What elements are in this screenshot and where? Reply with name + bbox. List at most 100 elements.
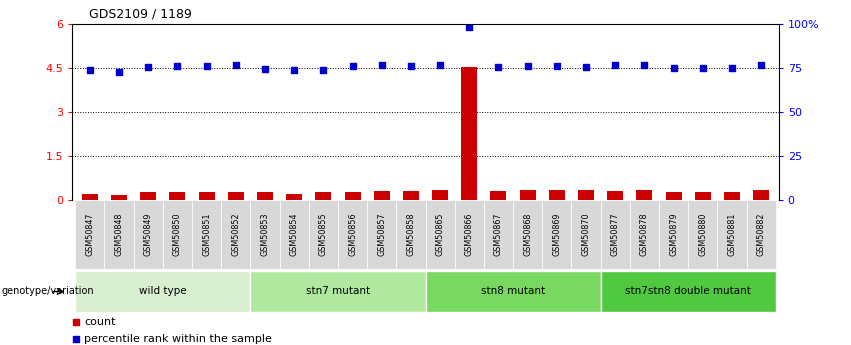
Bar xyxy=(549,190,565,200)
Text: GSM50880: GSM50880 xyxy=(699,213,707,256)
Bar xyxy=(140,193,157,200)
Point xyxy=(404,63,418,69)
Text: GSM50848: GSM50848 xyxy=(115,213,123,256)
Point xyxy=(170,63,184,69)
Bar xyxy=(490,191,506,200)
Text: GSM50858: GSM50858 xyxy=(407,213,415,256)
Text: stn7stn8 double mutant: stn7stn8 double mutant xyxy=(625,286,751,296)
Point xyxy=(375,63,389,68)
Bar xyxy=(484,200,513,269)
Point xyxy=(258,66,271,71)
Bar xyxy=(309,200,338,269)
Bar xyxy=(432,190,448,200)
Point xyxy=(521,63,534,69)
Bar xyxy=(75,200,105,269)
Bar xyxy=(601,271,776,312)
Bar xyxy=(163,200,192,269)
Bar xyxy=(374,191,390,200)
Bar xyxy=(542,200,571,269)
Point xyxy=(696,65,710,71)
Bar xyxy=(280,200,309,269)
Point xyxy=(266,115,280,120)
Text: GSM50879: GSM50879 xyxy=(669,213,678,256)
Bar xyxy=(753,190,769,200)
Bar xyxy=(367,200,397,269)
Bar xyxy=(345,192,361,200)
Text: GSM50867: GSM50867 xyxy=(494,213,503,256)
Bar xyxy=(111,195,127,200)
Point xyxy=(608,63,622,68)
Point xyxy=(346,63,359,69)
Text: GSM50850: GSM50850 xyxy=(173,213,182,256)
Bar xyxy=(198,193,214,200)
Bar xyxy=(688,200,717,269)
Text: GSM50878: GSM50878 xyxy=(640,213,649,256)
Text: GSM50865: GSM50865 xyxy=(436,213,444,256)
Text: GSM50853: GSM50853 xyxy=(260,213,270,256)
Bar xyxy=(426,271,601,312)
Bar xyxy=(228,193,243,200)
Text: wild type: wild type xyxy=(139,286,186,296)
Point xyxy=(200,63,214,69)
Bar xyxy=(454,200,484,269)
Text: count: count xyxy=(84,317,116,327)
Text: GSM50870: GSM50870 xyxy=(581,213,591,256)
Text: GSM50851: GSM50851 xyxy=(202,213,211,256)
Point xyxy=(580,64,593,69)
Bar xyxy=(520,190,535,200)
Point xyxy=(229,63,243,68)
Bar xyxy=(461,67,477,200)
Text: GDS2109 / 1189: GDS2109 / 1189 xyxy=(89,8,192,21)
Point xyxy=(725,66,739,71)
Bar xyxy=(286,194,302,200)
Text: percentile rank within the sample: percentile rank within the sample xyxy=(84,334,272,344)
Bar xyxy=(659,200,688,269)
Text: stn7 mutant: stn7 mutant xyxy=(306,286,370,296)
Bar xyxy=(105,200,134,269)
Text: GSM50855: GSM50855 xyxy=(319,213,328,256)
Bar xyxy=(169,193,186,200)
Bar xyxy=(82,194,98,200)
Point xyxy=(112,69,126,75)
Bar xyxy=(724,192,740,200)
Point xyxy=(754,62,768,68)
Text: GSM50868: GSM50868 xyxy=(523,213,532,256)
Bar xyxy=(717,200,746,269)
Bar xyxy=(630,200,659,269)
Point xyxy=(141,64,155,69)
Point xyxy=(317,67,330,73)
Text: GSM50882: GSM50882 xyxy=(757,213,766,256)
Bar xyxy=(608,191,623,200)
Point xyxy=(288,67,301,72)
Text: GSM50866: GSM50866 xyxy=(465,213,474,256)
Point xyxy=(667,66,681,71)
Bar xyxy=(694,192,711,200)
Text: genotype/variation: genotype/variation xyxy=(2,286,94,296)
Bar xyxy=(746,200,776,269)
Bar xyxy=(192,200,221,269)
Point xyxy=(637,62,651,67)
Bar xyxy=(250,200,280,269)
Point xyxy=(266,270,280,276)
Bar xyxy=(338,200,367,269)
Bar xyxy=(250,271,426,312)
Text: GSM50877: GSM50877 xyxy=(611,213,620,256)
Bar xyxy=(403,191,419,200)
Bar xyxy=(578,190,594,200)
Text: GSM50881: GSM50881 xyxy=(728,213,736,256)
Point xyxy=(433,63,447,68)
Bar xyxy=(601,200,630,269)
Bar xyxy=(426,200,454,269)
Point xyxy=(492,64,505,69)
Point xyxy=(462,24,476,30)
Bar xyxy=(75,271,250,312)
Bar xyxy=(665,192,682,200)
Text: GSM50849: GSM50849 xyxy=(144,213,152,256)
Text: GSM50852: GSM50852 xyxy=(231,213,240,256)
Text: GSM50857: GSM50857 xyxy=(377,213,386,256)
Text: GSM50856: GSM50856 xyxy=(348,213,357,256)
Text: GSM50854: GSM50854 xyxy=(289,213,299,256)
Bar xyxy=(221,200,250,269)
Bar xyxy=(637,189,653,200)
Bar xyxy=(316,193,331,200)
